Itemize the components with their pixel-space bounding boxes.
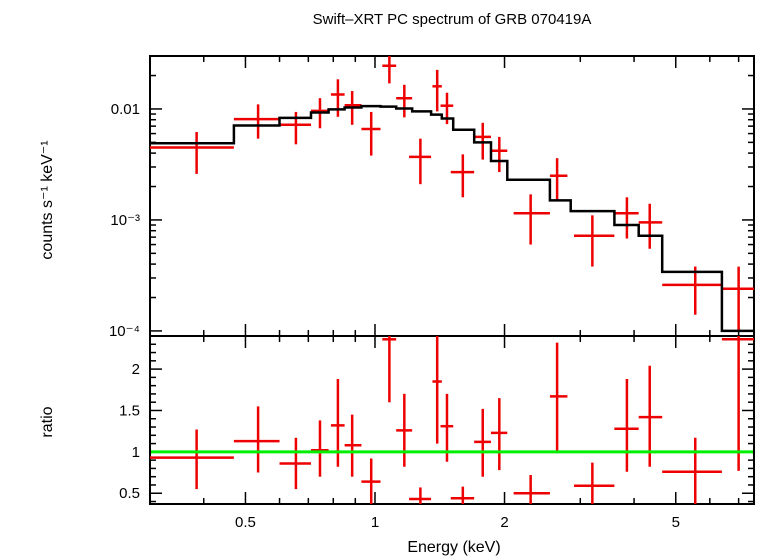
chart-title: Swift–XRT PC spectrum of GRB 070419A: [313, 11, 592, 28]
spectrum-data-point: [490, 136, 508, 173]
x-axis-label: Energy (keV): [407, 539, 500, 556]
spectrum-y-tick-label: 10⁻³: [110, 212, 140, 229]
spectrum-y-tick-label: 10⁻⁴: [109, 323, 140, 340]
ratio-data-point: [344, 414, 362, 477]
ratio-data-point: [662, 437, 722, 504]
ratio-data-point: [396, 393, 413, 467]
ratio-data-point: [450, 486, 475, 504]
spectrum-data-point: [150, 131, 234, 174]
spectrum-data-point: [549, 158, 568, 201]
ratio-y-tick-label: 1.5: [119, 402, 140, 419]
model-step-line: [150, 104, 754, 333]
spectrum-data-point: [361, 111, 381, 156]
ratio-data-point: [150, 429, 234, 490]
spectrum-panel: 0.01 10⁻³ 10⁻⁴: [109, 55, 755, 340]
spectrum-data-point: [614, 197, 639, 239]
ratio-y-axis-label: ratio: [39, 406, 56, 437]
spectrum-data-point: [409, 138, 432, 185]
x-tick-label: 0.5: [235, 514, 256, 531]
spectrum-y-tick-label: 0.01: [111, 101, 140, 118]
ratio-data-point: [513, 475, 550, 504]
ratio-data-point: [573, 462, 615, 504]
ratio-data-point: [490, 398, 508, 471]
x-tick-label: 5: [672, 514, 680, 531]
spectrum-data-point: [382, 56, 397, 84]
spectrum-data-point: [573, 215, 615, 267]
ratio-panel: 0.5 1 1.5 2 0.5 1 2 5: [119, 335, 755, 531]
ratio-data-point: [279, 437, 311, 490]
spectrum-data-point: [432, 69, 442, 112]
spectrum-data-point: [450, 154, 475, 198]
spectrum-data-point: [638, 203, 663, 249]
ratio-data-point: [721, 336, 754, 471]
spectrum-data-point: [233, 104, 280, 139]
ratio-data-point: [310, 420, 329, 477]
spectrum-data-point: [396, 84, 413, 118]
x-tick-label: 1: [371, 514, 379, 531]
spectrum-data-point: [662, 266, 722, 315]
ratio-data-point: [361, 458, 381, 504]
x-tick-label: 2: [500, 514, 508, 531]
spectrum-data-point: [721, 266, 754, 331]
ratio-data-point: [474, 408, 491, 477]
spectrum-data-point: [513, 194, 550, 245]
ratio-data-point: [409, 487, 432, 504]
ratio-plot-frame: [149, 335, 755, 505]
ratio-data-point: [432, 336, 442, 444]
ratio-data-point: [382, 336, 397, 403]
ratio-data-point: [330, 379, 345, 467]
ratio-data-point: [549, 342, 568, 452]
ratio-y-tick-label: 2: [132, 361, 140, 378]
spectrum-plot-frame: [149, 55, 755, 337]
ratio-data-point: [233, 406, 280, 473]
ratio-data-point: [638, 365, 663, 467]
spectrum-data-point: [330, 79, 345, 117]
ratio-y-tick-label: 0.5: [119, 485, 140, 502]
ratio-y-tick-label: 1: [132, 444, 140, 461]
ratio-data-point: [614, 379, 639, 472]
spectrum-y-axis-label: counts s⁻¹ keV⁻¹: [39, 140, 56, 259]
